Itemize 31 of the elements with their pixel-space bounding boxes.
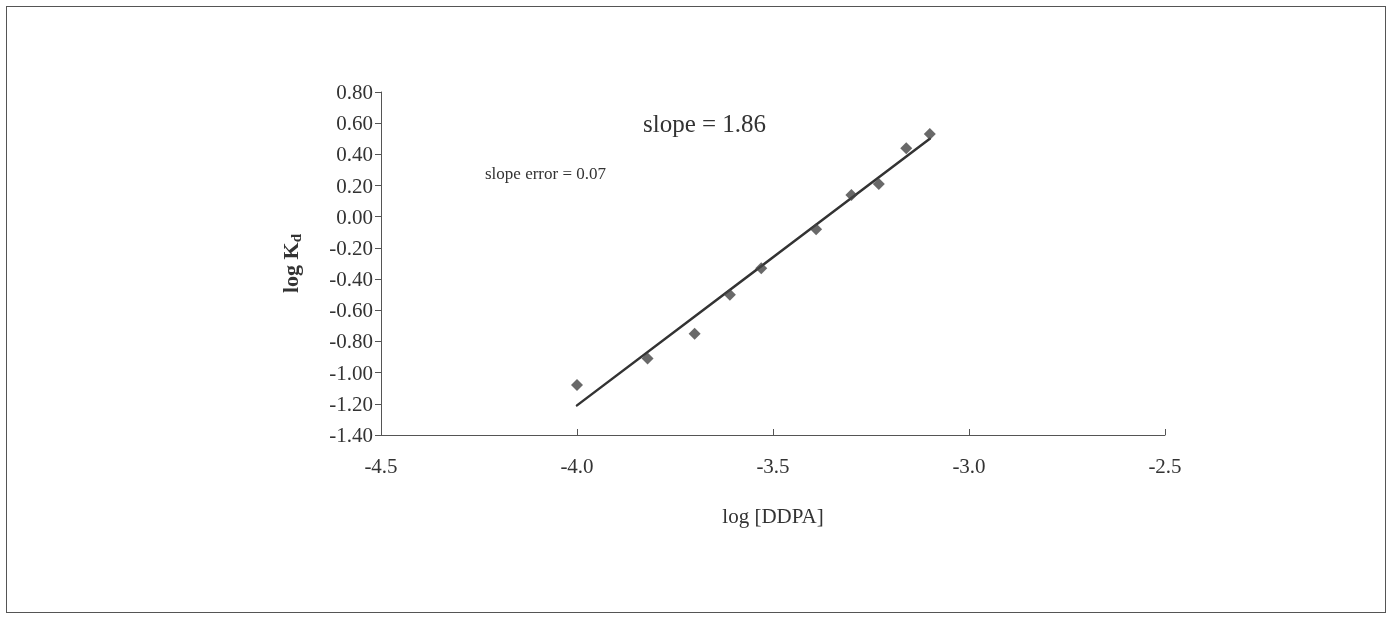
point: [900, 142, 913, 155]
point: [923, 128, 936, 141]
point: [755, 262, 768, 275]
x-tick-label: -3.5: [756, 453, 790, 478]
point: [641, 352, 654, 365]
y-tick-label: 0.40: [336, 142, 373, 167]
y-tick-label: -1.40: [329, 423, 373, 447]
point: [571, 379, 583, 392]
y-axis-title: log Kd: [278, 233, 304, 294]
point: [872, 177, 885, 190]
y-tick-label: 0.80: [336, 80, 373, 104]
y-tick-label: -0.20: [329, 235, 373, 260]
point: [688, 327, 701, 340]
annotation: slope error = 0.07: [485, 164, 607, 183]
point: [723, 288, 736, 301]
annotation: slope = 1.86: [643, 110, 767, 137]
x-axis-title: log [DDPA]: [722, 503, 824, 528]
point: [810, 223, 823, 236]
x-tick-label: -4.0: [560, 453, 594, 478]
x-tick-label: -4.5: [364, 453, 398, 478]
y-tick-label: -1.20: [329, 391, 373, 416]
x-tick-label: -3.0: [952, 453, 986, 478]
y-tick-label: -0.40: [329, 267, 373, 292]
y-tick-label: -1.00: [329, 360, 373, 385]
y-tick-label: 0.00: [336, 204, 373, 229]
y-tick-label: -0.60: [329, 298, 373, 323]
y-tick-label: 0.60: [336, 111, 373, 136]
x-tick-label: -2.5: [1148, 453, 1182, 478]
y-tick-label: -0.80: [329, 329, 373, 354]
point: [845, 188, 858, 201]
y-tick-label: 0.20: [336, 173, 373, 198]
